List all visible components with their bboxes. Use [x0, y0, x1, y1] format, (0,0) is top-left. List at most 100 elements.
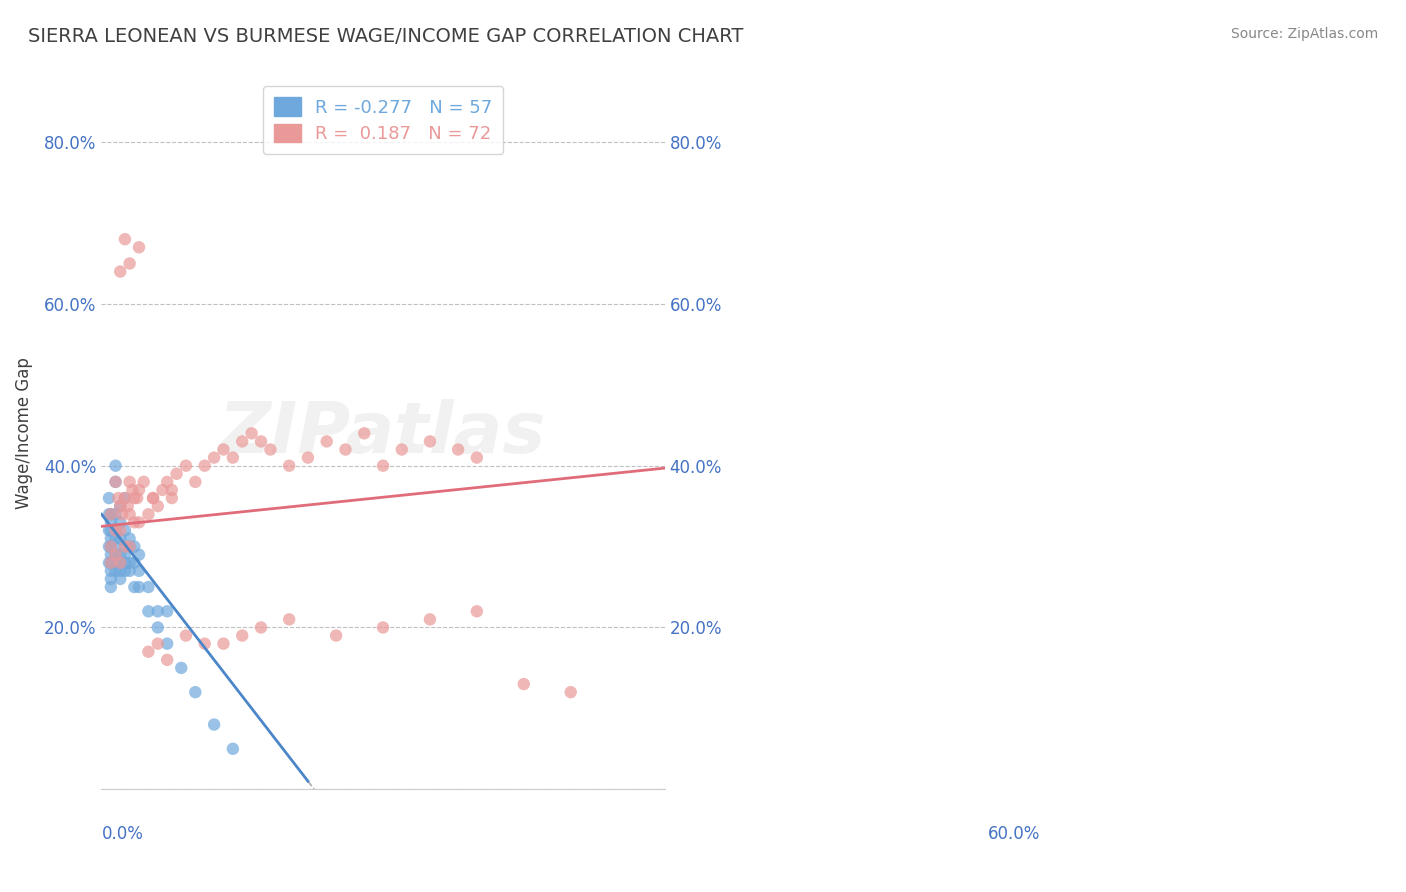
- Point: [98, 507, 121, 521]
- Point: [419, 612, 441, 626]
- Point: [100, 564, 122, 578]
- Point: [114, 491, 136, 505]
- Point: [160, 491, 183, 505]
- Point: [156, 475, 179, 489]
- Point: [111, 507, 134, 521]
- Point: [124, 580, 146, 594]
- Point: [104, 548, 127, 562]
- Point: [142, 491, 165, 505]
- Point: [174, 629, 197, 643]
- Point: [194, 637, 217, 651]
- Point: [118, 540, 141, 554]
- Point: [315, 434, 337, 449]
- Point: [212, 637, 235, 651]
- Point: [465, 450, 488, 465]
- Point: [114, 548, 136, 562]
- Point: [118, 256, 141, 270]
- Text: 0.0%: 0.0%: [101, 825, 143, 843]
- Point: [98, 556, 121, 570]
- Point: [110, 572, 132, 586]
- Point: [100, 540, 122, 554]
- Point: [184, 685, 207, 699]
- Point: [114, 524, 136, 538]
- Point: [128, 548, 150, 562]
- Point: [138, 580, 160, 594]
- Point: [391, 442, 413, 457]
- Point: [110, 264, 132, 278]
- Point: [353, 426, 375, 441]
- Point: [142, 491, 165, 505]
- Point: [104, 564, 127, 578]
- Point: [100, 572, 122, 586]
- Point: [212, 442, 235, 457]
- Point: [259, 442, 281, 457]
- Point: [138, 645, 160, 659]
- Point: [114, 540, 136, 554]
- Point: [118, 475, 141, 489]
- Point: [114, 556, 136, 570]
- Point: [110, 499, 132, 513]
- Point: [104, 548, 127, 562]
- Point: [240, 426, 263, 441]
- Point: [110, 532, 132, 546]
- Point: [104, 475, 127, 489]
- Point: [156, 653, 179, 667]
- Point: [127, 491, 149, 505]
- Point: [419, 434, 441, 449]
- Text: ZIPatlas: ZIPatlas: [219, 399, 547, 467]
- Point: [465, 604, 488, 618]
- Text: SIERRA LEONEAN VS BURMESE WAGE/INCOME GAP CORRELATION CHART: SIERRA LEONEAN VS BURMESE WAGE/INCOME GA…: [28, 27, 744, 45]
- Y-axis label: Wage/Income Gap: Wage/Income Gap: [15, 358, 32, 509]
- Point: [146, 604, 169, 618]
- Point: [98, 540, 121, 554]
- Point: [335, 442, 357, 457]
- Point: [118, 507, 141, 521]
- Legend: R = -0.277   N = 57, R =  0.187   N = 72: R = -0.277 N = 57, R = 0.187 N = 72: [263, 87, 503, 154]
- Point: [124, 516, 146, 530]
- Point: [104, 458, 127, 473]
- Point: [110, 564, 132, 578]
- Point: [110, 548, 132, 562]
- Point: [118, 556, 141, 570]
- Point: [100, 540, 122, 554]
- Point: [110, 516, 132, 530]
- Point: [231, 629, 253, 643]
- Point: [104, 556, 127, 570]
- Point: [114, 491, 136, 505]
- Point: [98, 491, 121, 505]
- Point: [156, 637, 179, 651]
- Point: [138, 507, 160, 521]
- Point: [128, 516, 150, 530]
- Point: [121, 483, 143, 497]
- Point: [222, 450, 245, 465]
- Point: [100, 556, 122, 570]
- Point: [114, 540, 136, 554]
- Point: [100, 580, 122, 594]
- Point: [104, 532, 127, 546]
- Point: [194, 458, 217, 473]
- Point: [128, 564, 150, 578]
- Point: [278, 612, 301, 626]
- Point: [114, 564, 136, 578]
- Point: [222, 741, 245, 756]
- Point: [104, 524, 127, 538]
- Point: [100, 556, 122, 570]
- Point: [202, 450, 225, 465]
- Point: [107, 491, 129, 505]
- Point: [184, 475, 207, 489]
- Point: [110, 556, 132, 570]
- Point: [128, 240, 150, 254]
- Point: [152, 483, 174, 497]
- Point: [160, 483, 183, 497]
- Point: [202, 717, 225, 731]
- Point: [513, 677, 536, 691]
- Point: [118, 532, 141, 546]
- Point: [124, 556, 146, 570]
- Point: [104, 475, 127, 489]
- Point: [110, 499, 132, 513]
- Point: [325, 629, 347, 643]
- Point: [100, 507, 122, 521]
- Point: [110, 556, 132, 570]
- Point: [117, 499, 139, 513]
- Point: [104, 540, 127, 554]
